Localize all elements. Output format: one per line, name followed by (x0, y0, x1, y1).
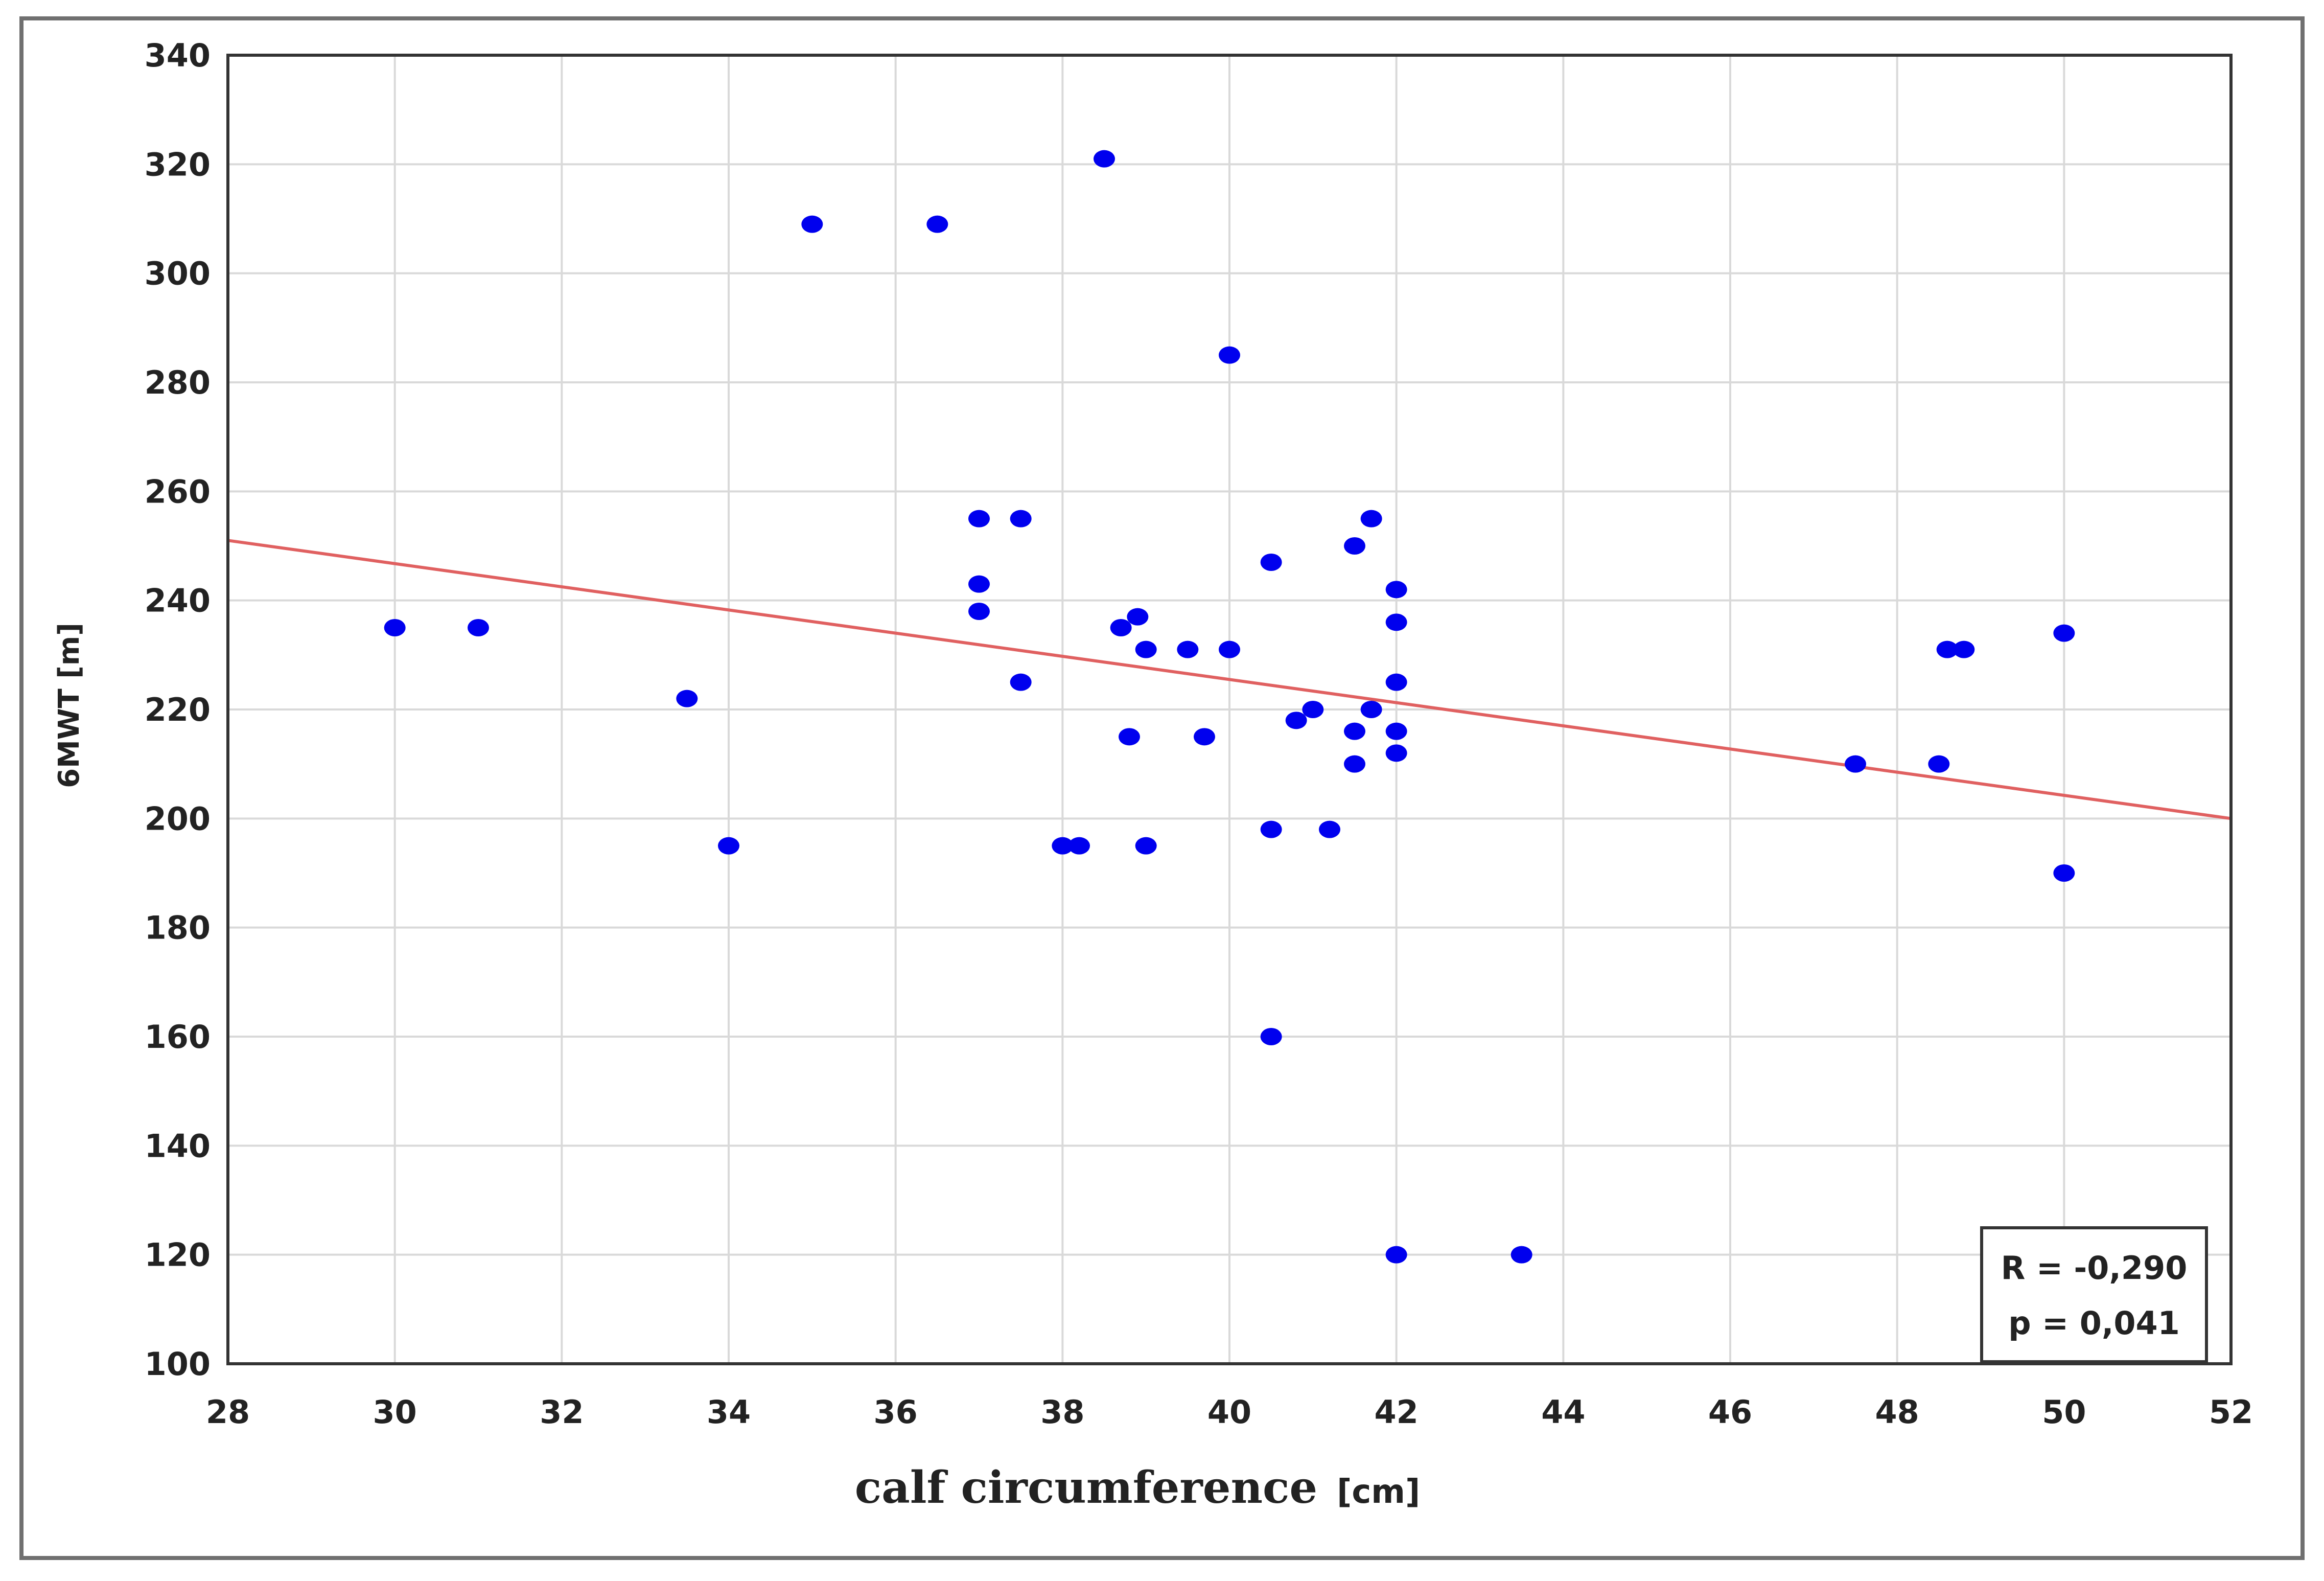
y-tick-label: 280 (145, 364, 211, 401)
data-point (1344, 722, 1365, 740)
x-tick-label: 46 (1708, 1393, 1752, 1431)
data-point (1068, 837, 1090, 855)
data-point (1219, 640, 1240, 658)
stats-r-value: R = -0,290 (2001, 1249, 2188, 1287)
chart-frame: 28 30 32 34 36 38 40 42 44 46 48 50 52 100 120 140 160 1… (19, 16, 2305, 1560)
y-tick-label: 340 (145, 37, 211, 74)
data-point (1219, 346, 1240, 364)
data-point (968, 575, 990, 593)
y-tick-label: 180 (145, 909, 211, 947)
x-tick-label: 50 (2042, 1393, 2086, 1431)
data-point (1385, 1246, 1407, 1264)
data-point (1135, 640, 1157, 658)
data-point (1110, 619, 1132, 636)
data-point (1845, 755, 1866, 773)
data-point (1385, 581, 1407, 599)
data-point (1094, 150, 1115, 168)
data-point (468, 619, 489, 636)
data-point (1936, 640, 1958, 658)
y-tick-label: 240 (145, 582, 211, 620)
y-tick-labels: 100 120 140 160 180 200 220 240 260 280 300 320 340 (145, 37, 211, 1383)
data-point (801, 215, 823, 233)
y-tick-label: 220 (145, 691, 211, 728)
stats-box-border (1980, 1226, 2208, 1363)
data-point (1385, 744, 1407, 762)
stats-p-value: p = 0,041 (2008, 1304, 2180, 1342)
data-point (1319, 820, 1340, 838)
data-point (1010, 673, 1032, 691)
stats-box: R = -0,290 p = 0,041 (1980, 1226, 2208, 1363)
data-point (676, 690, 698, 707)
y-tick-label: 120 (145, 1236, 211, 1274)
data-point (1302, 701, 1324, 718)
y-tick-label: 100 (145, 1345, 211, 1383)
y-axis-label: 6MWT [m] (53, 623, 86, 788)
data-point (1928, 755, 1950, 773)
fit-line-layer (227, 539, 2232, 820)
data-point (2053, 624, 2075, 642)
y-tick-label: 320 (145, 146, 211, 183)
data-point (1127, 608, 1149, 626)
x-tick-label: 36 (874, 1393, 918, 1431)
data-point (1010, 510, 1032, 528)
x-tick-label: 42 (1375, 1393, 1419, 1431)
data-point (2053, 864, 2075, 882)
data-point (1260, 820, 1282, 838)
data-points (384, 150, 2075, 1264)
data-point (1953, 640, 1975, 658)
data-point (1285, 712, 1307, 729)
data-point (1344, 537, 1365, 555)
x-tick-label: 44 (1541, 1393, 1585, 1431)
data-point (1385, 673, 1407, 691)
plot-border (226, 54, 2233, 1365)
data-point (968, 510, 990, 528)
x-tick-label: 52 (2209, 1393, 2253, 1431)
x-axis-label-unit: [cm] (1337, 1473, 1420, 1511)
data-point (968, 603, 990, 620)
x-tick-label: 40 (1207, 1393, 1251, 1431)
y-tick-label: 260 (145, 473, 211, 510)
data-point (1177, 640, 1199, 658)
x-tick-labels: 28 30 32 34 36 38 40 42 44 46 48 50 52 (206, 1393, 2253, 1431)
data-point (1510, 1246, 1532, 1264)
data-point (1135, 837, 1157, 855)
y-tick-label: 200 (145, 800, 211, 837)
x-tick-label: 48 (1875, 1393, 1919, 1431)
x-tick-label: 30 (373, 1393, 417, 1431)
x-tick-label: 32 (540, 1393, 584, 1431)
data-point (1052, 837, 1074, 855)
y-tick-label: 160 (145, 1018, 211, 1056)
data-point (1260, 554, 1282, 571)
data-point (1260, 1028, 1282, 1045)
y-tick-label: 300 (145, 255, 211, 292)
data-point (384, 619, 406, 636)
data-point (1360, 701, 1382, 718)
data-point (1344, 755, 1365, 773)
data-point (718, 837, 739, 855)
scatter-plot: 28 30 32 34 36 38 40 42 44 46 48 50 52 1001201401601… (53, 37, 2253, 1514)
data-point (1385, 722, 1407, 740)
x-axis-label: calf circumference [cm] (855, 1462, 1420, 1514)
data-point (926, 215, 948, 233)
data-point (1360, 510, 1382, 528)
x-axis-label-main: calf circumference (855, 1462, 1317, 1514)
y-tick-label: 140 (145, 1127, 211, 1164)
regression-line (227, 539, 2232, 820)
x-tick-label: 34 (707, 1393, 751, 1431)
x-tick-label: 28 (206, 1393, 250, 1431)
data-point (1385, 613, 1407, 631)
data-point (1119, 728, 1140, 746)
data-point (1194, 728, 1215, 746)
x-tick-label: 38 (1040, 1393, 1084, 1431)
